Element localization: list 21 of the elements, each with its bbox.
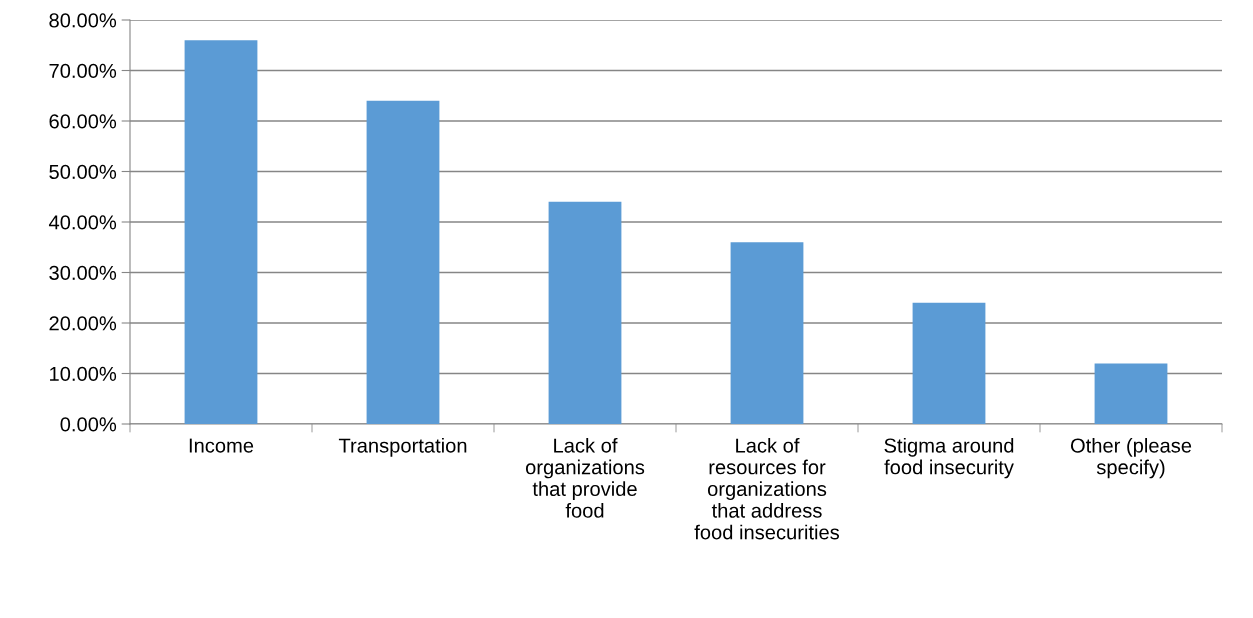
y-tick-label: 70.00% bbox=[49, 63, 117, 78]
y-tick-label: 50.00% bbox=[49, 164, 117, 179]
y-tick-label: 80.00% bbox=[49, 13, 117, 28]
bar bbox=[548, 201, 622, 424]
y-tick-label: 20.00% bbox=[49, 316, 117, 331]
y-tick-label: 0.00% bbox=[60, 417, 117, 432]
y-tick-label: 10.00% bbox=[50, 366, 117, 381]
bar bbox=[366, 100, 440, 424]
y-tick-label: 40.00% bbox=[48, 215, 117, 230]
x-tick-label: Other (please specify) bbox=[1070, 437, 1192, 479]
bar bbox=[912, 302, 986, 424]
bar bbox=[1094, 363, 1168, 424]
x-tick-label: Stigma around food insecurity bbox=[884, 437, 1014, 479]
y-tick-label: 30.00% bbox=[49, 265, 117, 280]
bar bbox=[730, 242, 804, 424]
bar bbox=[184, 40, 258, 424]
y-tick-label: 60.00% bbox=[49, 114, 117, 129]
x-tick-label: Transportation bbox=[338, 437, 467, 457]
x-tick-label: Lack of organizations that provide food bbox=[525, 437, 645, 518]
x-tick-label: Lack of resources for organizations that address food insecurities bbox=[694, 437, 840, 540]
x-tick-label: Income bbox=[189, 438, 254, 453]
